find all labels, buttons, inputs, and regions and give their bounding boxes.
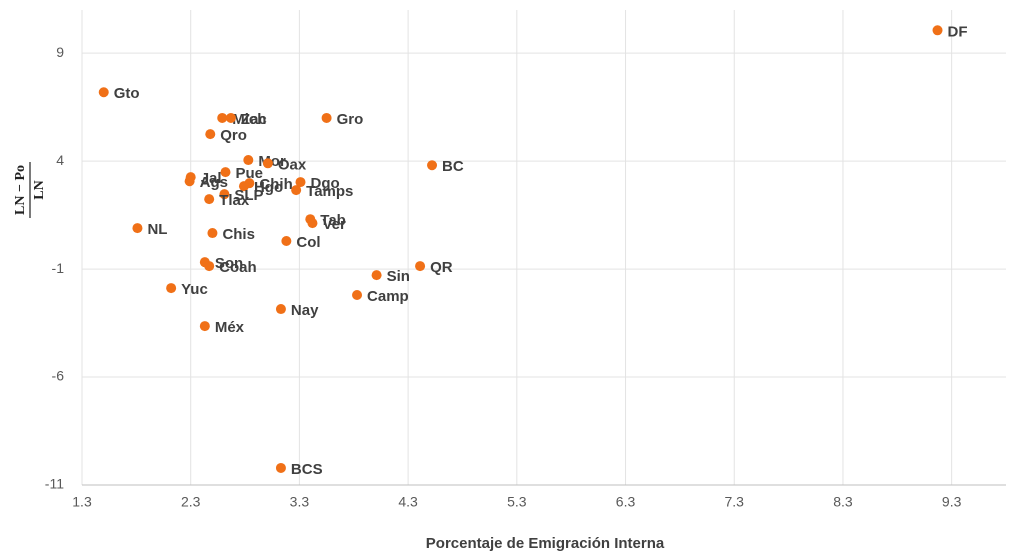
point-label: Sin: [387, 268, 410, 285]
point-label: Méx: [215, 319, 245, 336]
point: [238, 181, 249, 192]
point: [307, 218, 318, 229]
point: [352, 290, 363, 300]
point: [225, 112, 236, 123]
point-label: Tlax: [219, 192, 250, 209]
point: [932, 25, 943, 36]
x-tick-label: 8.3: [833, 494, 853, 510]
point: [291, 185, 302, 196]
point: [132, 223, 143, 234]
point: [204, 261, 215, 272]
y-tick-label: 9: [56, 44, 64, 60]
point: [371, 270, 382, 281]
point: [243, 155, 254, 166]
point: [204, 194, 215, 205]
point-label: Camp: [367, 288, 409, 305]
point-label: Yuc: [181, 281, 208, 298]
point: [98, 87, 109, 98]
point: [427, 160, 438, 171]
y-axis-title-numerator: LN − Po: [13, 165, 28, 215]
y-tick-label: 4: [56, 152, 64, 168]
point-label: Col: [296, 234, 320, 251]
point: [275, 462, 286, 473]
point: [184, 176, 195, 187]
point: [295, 177, 306, 188]
point-label: Pue: [235, 165, 263, 182]
x-tick-label: 7.3: [725, 494, 745, 510]
x-tick-label: 9.3: [942, 494, 962, 510]
y-tick-label: -11: [45, 476, 64, 492]
point: [281, 236, 292, 247]
point-label: Oax: [278, 156, 307, 173]
point-label: Jal: [201, 170, 222, 187]
x-tick-label: 6.3: [616, 494, 636, 510]
y-axis-title-denominator: LN: [32, 180, 47, 199]
point-label: BCS: [291, 461, 323, 478]
point-label: Son: [215, 255, 243, 272]
point-label: Dgo: [310, 175, 339, 192]
point: [262, 158, 273, 169]
point: [207, 228, 218, 239]
x-tick-label: 1.3: [72, 494, 92, 510]
point-label: Qro: [220, 127, 247, 144]
point-label: Mich: [232, 111, 266, 128]
point: [415, 261, 426, 272]
point-label: Nay: [291, 302, 319, 319]
point-label: Ags: [200, 174, 228, 191]
y-tick-label: -1: [52, 260, 65, 276]
point: [199, 321, 210, 332]
point-label: Tab: [320, 212, 346, 229]
y-axis-title: LN − Po LN: [13, 162, 47, 218]
point: [217, 112, 228, 123]
point-label: QR: [430, 259, 453, 276]
point: [166, 283, 177, 294]
point-label: Tamps: [306, 183, 353, 200]
x-tick-label: 3.3: [290, 494, 310, 510]
point: [205, 129, 216, 140]
y-tick-label: -6: [52, 368, 65, 384]
point-label: Hgo: [254, 179, 283, 196]
point-label: Chih: [259, 176, 292, 193]
point-label: BC: [442, 158, 464, 175]
x-tick-label: 2.3: [181, 494, 201, 510]
point-label: Gto: [114, 85, 140, 102]
point-label: Zac: [241, 111, 267, 128]
x-tick-label: 4.3: [398, 494, 418, 510]
point: [275, 304, 286, 315]
x-tick-label: 5.3: [507, 494, 527, 510]
point: [219, 189, 230, 200]
x-axis-title: Porcentaje de Emigración Interna: [426, 535, 665, 552]
point: [220, 167, 231, 178]
point: [321, 112, 332, 123]
point-label: Coah: [219, 259, 257, 276]
point-label: Gro: [337, 111, 364, 128]
point-label: SLP: [234, 187, 263, 204]
point-label: DF: [948, 23, 968, 40]
point-label: Ver: [322, 216, 346, 233]
point-label: NL: [147, 221, 167, 238]
point-label: Chis: [222, 226, 255, 243]
